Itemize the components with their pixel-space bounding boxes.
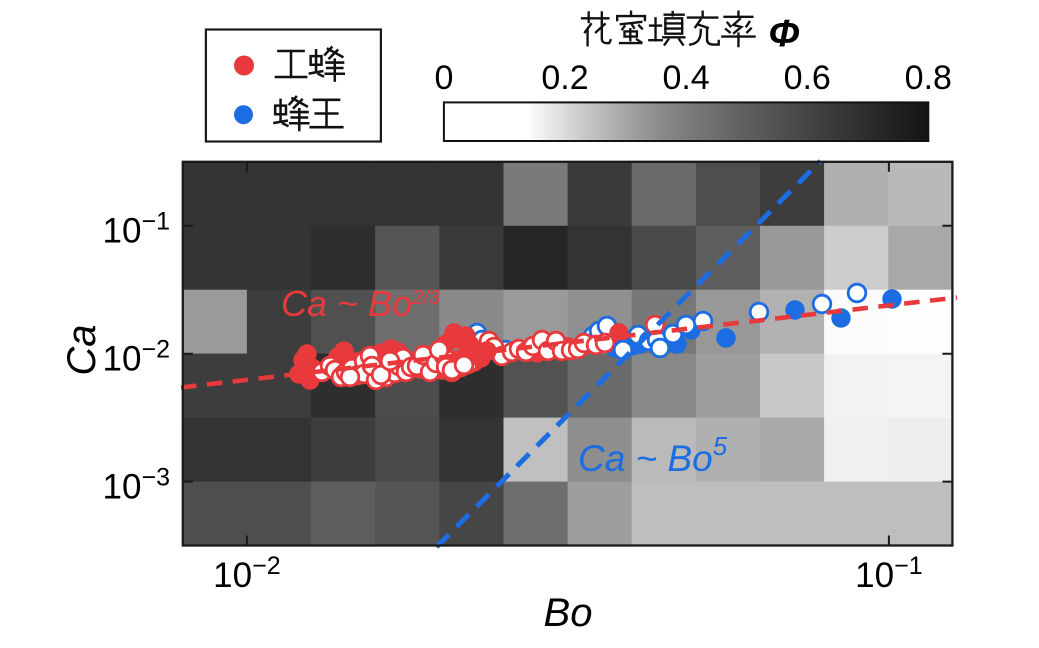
svg-text:10−1: 10−1 [103,208,170,251]
svg-text:0.6: 0.6 [784,59,831,97]
svg-text:0: 0 [434,59,453,97]
svg-text:0.8: 0.8 [905,59,952,97]
svg-text:Φ: Φ [768,14,799,56]
svg-text:0.4: 0.4 [662,59,709,97]
svg-text:Bo: Bo [544,591,593,635]
svg-text:Ca: Ca [60,324,104,375]
svg-text:Ca ~ Bo5: Ca ~ Bo5 [578,431,728,479]
svg-text:0.2: 0.2 [541,59,588,97]
